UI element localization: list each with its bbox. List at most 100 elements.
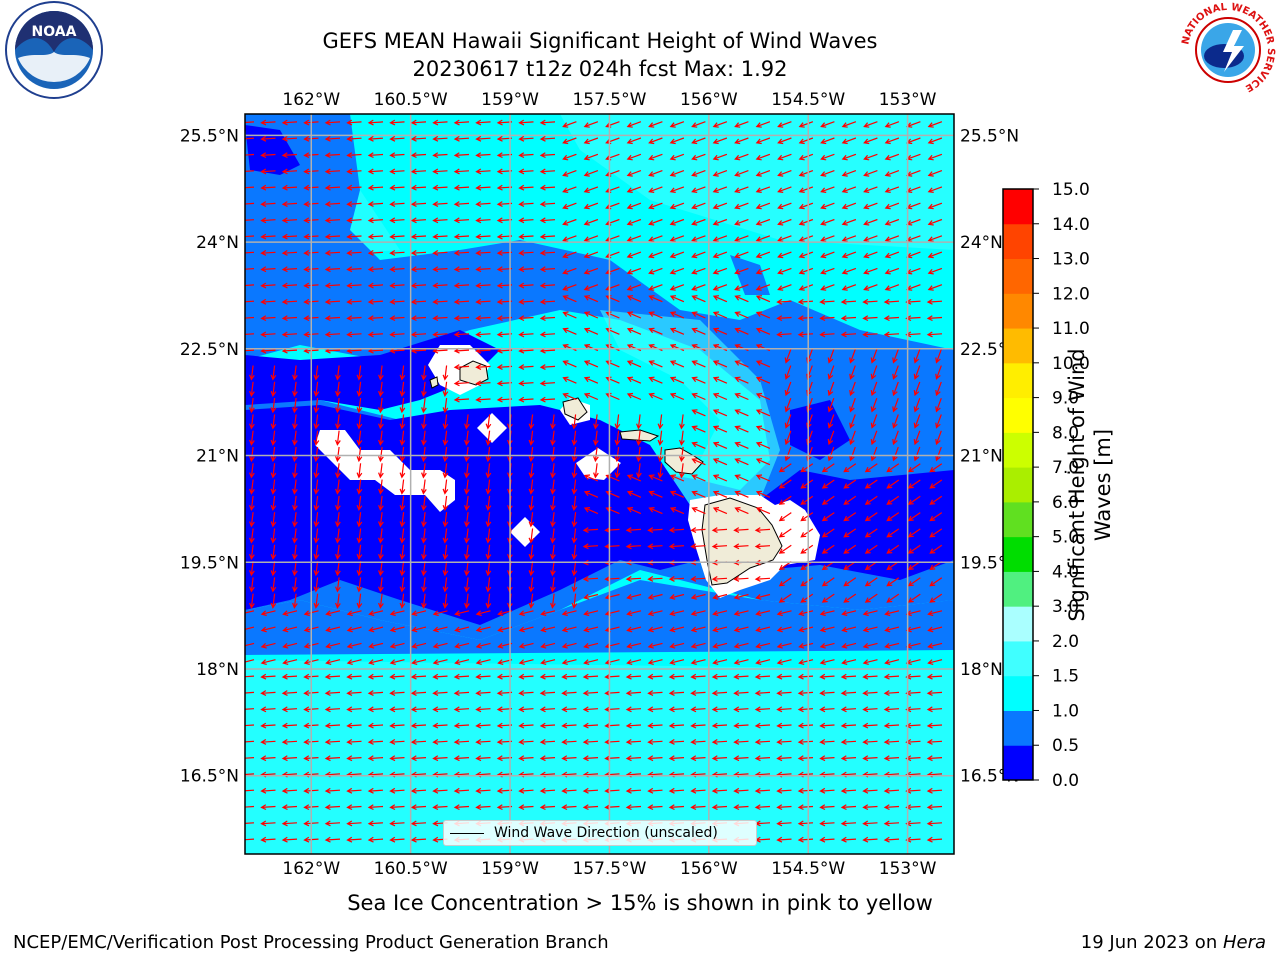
wave-arrow — [453, 331, 470, 338]
wave-arrow — [777, 235, 792, 242]
wave-arrow — [561, 610, 577, 617]
wave-arrow — [367, 738, 384, 745]
wave-arrow — [245, 137, 255, 140]
colorbar-tick-label: 5.0 — [1052, 528, 1079, 548]
noaa-logo: NOAA — [5, 1, 103, 99]
wave-arrow — [378, 512, 384, 528]
wave-arrow — [669, 327, 685, 335]
wave-arrow — [292, 365, 298, 381]
wave-arrow — [819, 706, 835, 713]
wave-arrow — [539, 673, 556, 680]
wave-arrow — [313, 479, 320, 495]
wave-arrow — [518, 396, 534, 403]
wave-arrow — [432, 804, 448, 811]
colorbar-tick-label: 11.0 — [1052, 319, 1090, 339]
wave-arrow — [797, 298, 814, 305]
wave-arrow — [734, 121, 749, 128]
wave-arrow — [475, 755, 491, 762]
wave-arrow — [712, 626, 728, 633]
wave-arrow — [935, 381, 942, 397]
wave-arrow — [733, 755, 749, 762]
wave-arrow — [870, 414, 878, 429]
wave-arrow — [712, 344, 728, 352]
wave-arrow — [711, 543, 728, 550]
wave-arrow — [583, 593, 599, 600]
wave-arrow — [378, 544, 384, 560]
wave-arrow — [784, 349, 792, 364]
wave-arrow — [657, 430, 664, 446]
wave-arrow — [518, 722, 534, 729]
wave-arrow — [324, 217, 341, 224]
wave-arrow — [518, 135, 534, 142]
wave-arrow — [313, 365, 320, 381]
wave-arrow — [926, 331, 943, 338]
wave-arrow — [886, 512, 900, 522]
wave-arrow — [335, 495, 341, 512]
wave-arrow — [754, 690, 771, 696]
lat-tick-left: 19.5°N — [180, 553, 239, 573]
wave-arrow — [691, 507, 706, 515]
wave-arrow — [777, 218, 792, 226]
lon-tick-bottom: 154.5°W — [771, 859, 845, 879]
wave-arrow — [442, 528, 449, 544]
wave-arrow — [864, 544, 878, 554]
wave-arrow — [539, 738, 556, 745]
wave-arrow — [784, 430, 792, 446]
wave-arrow — [335, 414, 341, 430]
wave-arrow — [399, 512, 406, 528]
wave-arrow — [281, 233, 298, 240]
wave-arrow — [245, 121, 255, 124]
nws-logo: NATIONAL WEATHER SERVICE — [1180, 2, 1276, 98]
wave-arrow — [270, 463, 277, 479]
wave-arrow — [432, 135, 448, 142]
wave-arrow — [389, 119, 405, 126]
wave-arrow — [582, 527, 599, 533]
wave-arrow — [905, 673, 921, 680]
wave-arrow — [453, 298, 470, 305]
wave-arrow — [711, 755, 728, 762]
wave-arrow — [883, 331, 900, 338]
wave-arrow — [583, 474, 599, 482]
wave-arrow — [356, 593, 363, 609]
wave-arrow — [582, 722, 599, 729]
wave-arrow — [883, 298, 900, 305]
wave-arrow — [647, 787, 663, 794]
wave-arrow — [929, 577, 943, 587]
wave-arrow — [929, 463, 943, 473]
wave-arrow — [819, 836, 835, 843]
wave-arrow — [528, 544, 535, 560]
wave-arrow — [778, 463, 792, 473]
wave-arrow — [249, 544, 255, 560]
wave-arrow — [800, 512, 814, 522]
wave-arrow — [626, 284, 642, 291]
wave-arrow — [540, 642, 556, 649]
wave-arrow — [669, 626, 685, 633]
wave-arrow — [798, 153, 814, 161]
wave-arrow — [841, 121, 857, 128]
wave-arrow — [797, 804, 814, 811]
wave-arrow — [905, 820, 921, 827]
colorbar-segment — [1003, 571, 1033, 607]
wave-arrow — [755, 441, 771, 449]
wave-arrow — [475, 610, 491, 617]
wave-arrow — [778, 577, 792, 587]
lon-tick-top: 162°W — [282, 90, 340, 110]
wave-arrow — [324, 836, 341, 843]
wave-arrow — [399, 398, 406, 414]
wave-arrow — [583, 311, 599, 319]
wave-arrow — [755, 295, 771, 303]
wave-arrow — [797, 673, 814, 680]
colorbar-segment — [1003, 640, 1033, 677]
wave-arrow — [540, 610, 556, 617]
wave-arrow — [691, 360, 706, 368]
wave-arrow — [313, 528, 320, 544]
wave-arrow — [389, 820, 405, 827]
colorbar-segment — [1003, 223, 1033, 260]
colorbar-segment — [1003, 397, 1033, 433]
wave-arrow — [625, 738, 642, 745]
wave-arrow — [356, 446, 363, 463]
wave-arrow — [864, 463, 878, 473]
wave-arrow — [819, 626, 835, 633]
wave-arrow — [346, 266, 362, 273]
wave-arrow — [389, 836, 405, 843]
